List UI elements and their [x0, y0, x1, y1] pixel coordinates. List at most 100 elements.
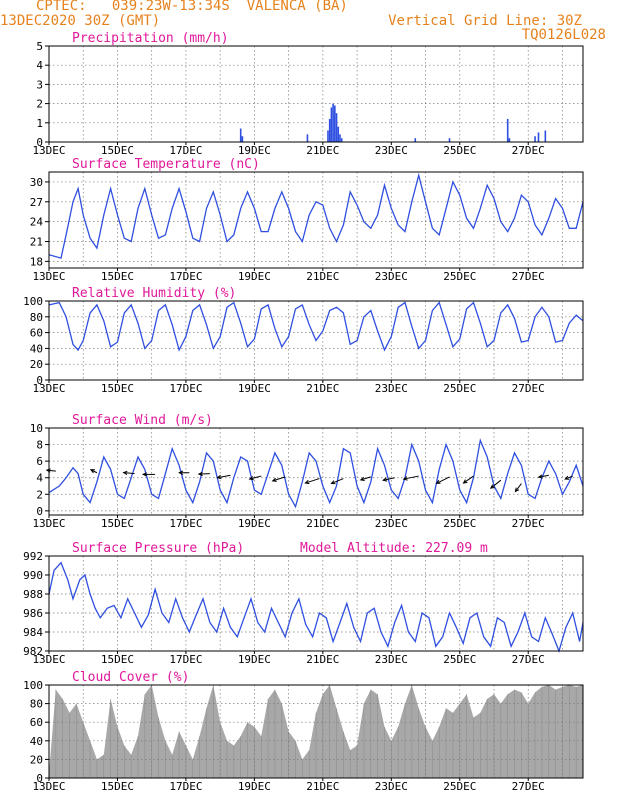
- wind-arrow-head: [271, 477, 277, 482]
- x-tick-label: 17DEC: [169, 270, 202, 283]
- y-tick-label: 1: [36, 117, 43, 130]
- y-tick-label: 20: [30, 753, 43, 766]
- x-tick-label: 27DEC: [512, 780, 545, 793]
- y-tick-label: 20: [30, 358, 43, 371]
- wind-arrow: [272, 476, 286, 482]
- y-tick-label: 27: [30, 196, 43, 209]
- wind-arrow: [46, 469, 56, 472]
- precip-bar: [506, 118, 509, 142]
- wind-arrow-head: [402, 476, 408, 481]
- panel-2: 18 21 24 27 30 13DEC 15DEC 17DEC 19DEC 21DEC 23DEC…: [30, 157, 584, 283]
- precip-bar: [239, 128, 242, 142]
- precip-bar: [330, 107, 333, 142]
- plot-frame: [48, 171, 584, 269]
- y-tick-label: 4: [36, 59, 43, 72]
- precip-bar: [544, 130, 547, 142]
- wind-arrow-head: [564, 475, 570, 480]
- panel-5: 982 984 986 988 990 992 13DEC 15DEC 17DEC 19DEC 21…: [23, 541, 584, 666]
- panel-title: Surface Temperature (nC): [72, 157, 260, 172]
- panel-title: Surface Wind (m/s): [72, 413, 213, 428]
- y-tick-label: 100: [23, 679, 43, 692]
- wind-arrow-head: [89, 469, 95, 474]
- wind-arrow-head: [435, 479, 441, 484]
- x-tick-label: 23DEC: [375, 144, 408, 157]
- y-tick-label: 40: [30, 735, 43, 748]
- wind-arrow-head: [514, 487, 520, 493]
- y-tick-label: 5: [36, 40, 43, 53]
- x-tick-label: 21DEC: [306, 780, 339, 793]
- wind-arrow: [305, 478, 320, 484]
- precip-bar: [508, 138, 511, 142]
- x-tick-label: 19DEC: [238, 382, 271, 395]
- wind-arrow-head: [382, 477, 388, 482]
- header-code: TQ0126L028: [521, 27, 606, 43]
- wind-arrow: [123, 472, 135, 475]
- x-tick-label: 23DEC: [375, 517, 408, 530]
- y-tick-label: 982: [23, 645, 43, 658]
- plot-frame: [48, 684, 584, 779]
- y-tick-label: 6: [36, 455, 43, 468]
- x-tick-label: 23DEC: [375, 780, 408, 793]
- wind-arrow-head: [304, 479, 310, 485]
- y-tick-label: 0: [36, 374, 43, 387]
- wind-arrow: [490, 479, 502, 489]
- wind-arrow: [198, 473, 210, 475]
- wind-arrow: [565, 475, 573, 480]
- x-tick-label: 21DEC: [306, 270, 339, 283]
- y-tick-label: 992: [23, 550, 43, 563]
- x-tick-label: 15DEC: [101, 144, 134, 157]
- x-tick-label: 21DEC: [306, 517, 339, 530]
- wind-arrow-head: [122, 470, 128, 476]
- wind-arrow-head: [141, 472, 147, 477]
- x-tick-label: 19DEC: [238, 653, 271, 666]
- x-tick-label: 27DEC: [512, 517, 545, 530]
- y-tick-label: 4: [36, 472, 43, 485]
- x-tick-label: 19DEC: [238, 517, 271, 530]
- wind-arrow: [249, 475, 262, 480]
- x-tick-label: 25DEC: [443, 270, 476, 283]
- header-location: CPTEC: 039:23W-13:34S VALENCA (BA): [36, 0, 348, 14]
- wind-arrow-head: [330, 480, 336, 485]
- y-tick-label: 0: [36, 772, 43, 785]
- panel-title: Surface Pressure (hPa): [72, 541, 244, 556]
- panel-title: Cloud Cover (%): [72, 670, 189, 685]
- wind-arrow-head: [248, 476, 254, 481]
- wind-arrow: [436, 476, 450, 484]
- plot-frame: [48, 45, 584, 143]
- panel-title: Relative Humidity (%): [72, 286, 236, 301]
- precip-bar: [448, 138, 451, 142]
- x-tick-label: 23DEC: [375, 653, 408, 666]
- precip-bar: [414, 138, 417, 142]
- y-tick-label: 3: [36, 78, 43, 91]
- x-tick-label: 15DEC: [101, 780, 134, 793]
- panel-3: 0 20 40 60 80 100 13DEC 15DEC 17DEC 19DEC 21DEC 23D…: [23, 286, 584, 395]
- precip-bar: [334, 105, 336, 142]
- panel-4: 0 2 4 6 8 10 13DEC 15DEC 17DEC 19DEC 21DEC 23DEC 25D…: [30, 413, 584, 530]
- precip-bar: [241, 136, 244, 142]
- y-tick-label: 80: [30, 698, 43, 711]
- x-tick-label: 21DEC: [306, 653, 339, 666]
- x-tick-label: 13DEC: [32, 144, 65, 157]
- x-tick-label: 19DEC: [238, 780, 271, 793]
- x-tick-label: 13DEC: [32, 382, 65, 395]
- x-tick-label: 13DEC: [32, 780, 65, 793]
- plot-frame: [48, 555, 584, 652]
- x-tick-label: 21DEC: [306, 144, 339, 157]
- precip-bar: [534, 136, 536, 142]
- x-tick-label: 13DEC: [32, 517, 65, 530]
- panel-6: 0 20 40 60 80 100 13DEC 15DEC 17DEC 19DEC 21DEC 23D…: [23, 670, 584, 793]
- wind-arrow: [360, 476, 371, 481]
- x-tick-label: 15DEC: [101, 517, 134, 530]
- wind-arrow: [538, 474, 549, 478]
- series-line: [48, 301, 584, 352]
- wind-arrow: [514, 483, 522, 492]
- x-tick-label: 27DEC: [512, 270, 545, 283]
- x-tick-label: 23DEC: [375, 382, 408, 395]
- x-tick-label: 25DEC: [443, 382, 476, 395]
- y-tick-label: 80: [30, 311, 43, 324]
- panel-annotation: Model Altitude: 227.09 m: [300, 541, 488, 556]
- precip-bar: [327, 130, 329, 142]
- x-tick-label: 21DEC: [306, 382, 339, 395]
- precip-bar: [328, 118, 331, 142]
- x-tick-label: 15DEC: [101, 653, 134, 666]
